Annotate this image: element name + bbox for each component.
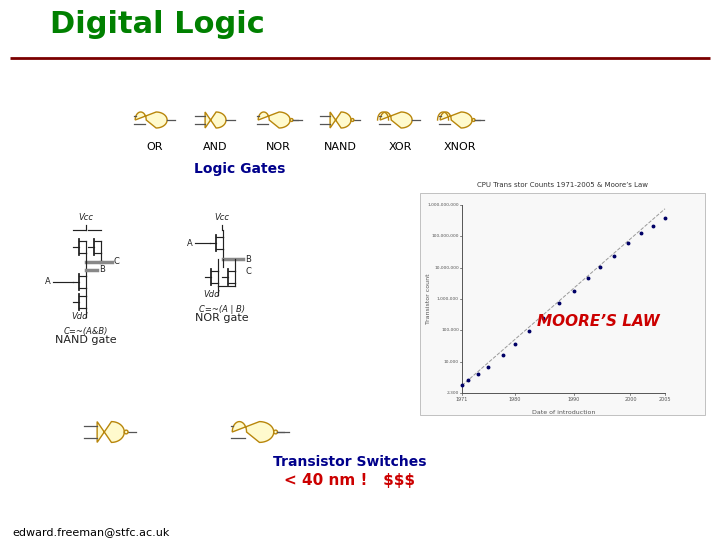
Text: NOR: NOR — [266, 142, 290, 152]
Text: 1,000,000: 1,000,000 — [437, 297, 459, 301]
Text: MOORE’S LAW: MOORE’S LAW — [537, 314, 660, 329]
Text: Logic Gates: Logic Gates — [194, 162, 286, 176]
Text: C: C — [114, 258, 120, 267]
Text: 1971: 1971 — [456, 397, 468, 402]
Polygon shape — [97, 422, 125, 442]
Text: 1,000,000,000: 1,000,000,000 — [428, 203, 459, 207]
Text: < 40 nm !   $$$: < 40 nm ! $$$ — [284, 473, 415, 488]
Text: 1990: 1990 — [567, 397, 580, 402]
Text: NOR gate: NOR gate — [195, 313, 249, 323]
Polygon shape — [135, 112, 167, 128]
Text: 1980: 1980 — [508, 397, 521, 402]
Polygon shape — [258, 112, 290, 128]
Text: OR: OR — [147, 142, 163, 152]
Text: Vdd: Vdd — [72, 312, 89, 321]
Text: 2,300: 2,300 — [446, 391, 459, 395]
Circle shape — [351, 119, 354, 122]
Text: XNOR: XNOR — [444, 142, 476, 152]
Polygon shape — [205, 112, 226, 128]
Text: C=~(A&B): C=~(A&B) — [64, 327, 108, 336]
Text: B: B — [245, 254, 251, 264]
Polygon shape — [233, 422, 274, 442]
Text: C=~(A | B): C=~(A | B) — [199, 305, 245, 314]
Circle shape — [274, 430, 277, 434]
Text: B: B — [99, 266, 105, 274]
Text: Vcc: Vcc — [215, 213, 230, 222]
Text: Transistor Switches: Transistor Switches — [274, 455, 427, 469]
Text: AND: AND — [203, 142, 228, 152]
Circle shape — [472, 119, 475, 122]
Text: 10,000: 10,000 — [444, 360, 459, 363]
Text: 2005: 2005 — [659, 397, 671, 402]
Text: 2000: 2000 — [624, 397, 636, 402]
Polygon shape — [380, 112, 412, 128]
Text: 10,000,000: 10,000,000 — [434, 266, 459, 269]
Text: A: A — [45, 278, 51, 287]
Text: edward.freeman@stfc.ac.uk: edward.freeman@stfc.ac.uk — [12, 527, 169, 537]
Text: NAND: NAND — [323, 142, 356, 152]
Polygon shape — [330, 112, 351, 128]
Text: Date of introduction: Date of introduction — [532, 410, 595, 415]
Circle shape — [290, 119, 293, 122]
Polygon shape — [440, 112, 472, 128]
Text: Vdd: Vdd — [204, 290, 220, 299]
Text: NAND gate: NAND gate — [55, 335, 117, 345]
Text: 100,000: 100,000 — [441, 328, 459, 332]
Text: C: C — [245, 267, 251, 276]
Text: A: A — [187, 239, 193, 247]
Text: XOR: XOR — [388, 142, 412, 152]
Text: CPU Trans stor Counts 1971-2005 & Moore’s Law: CPU Trans stor Counts 1971-2005 & Moore’… — [477, 182, 648, 188]
Text: Digital Logic: Digital Logic — [50, 10, 265, 39]
Text: Vcc: Vcc — [78, 213, 94, 222]
Text: 100,000,000: 100,000,000 — [431, 234, 459, 238]
Text: Transistor count: Transistor count — [426, 274, 431, 325]
Circle shape — [125, 430, 128, 434]
Bar — [420, 193, 705, 415]
